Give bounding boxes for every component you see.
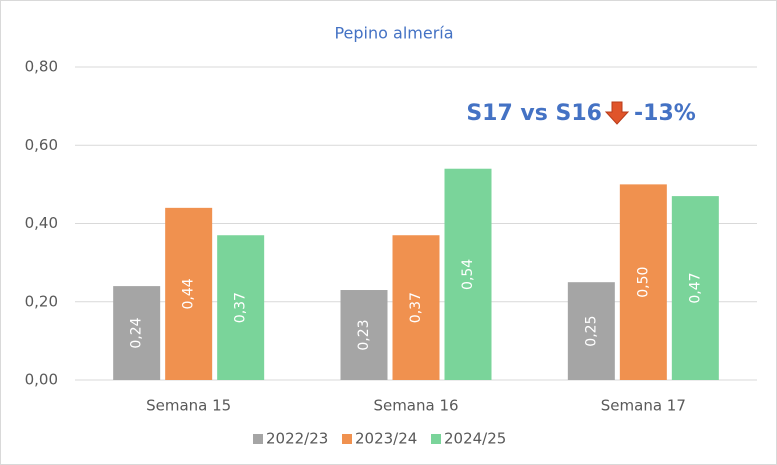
data-label: 0,37 [408, 292, 424, 323]
legend-swatch [431, 434, 441, 444]
bar [671, 196, 719, 380]
legend-swatch [342, 434, 352, 444]
data-label: 0,47 [687, 272, 703, 303]
bar [392, 235, 440, 380]
legend-label: 2024/25 [444, 430, 506, 448]
bar [340, 290, 388, 380]
x-tick-label: Semana 17 [601, 397, 686, 415]
data-label: 0,54 [460, 259, 476, 290]
bar [113, 286, 161, 380]
data-label: 0,24 [129, 317, 145, 348]
legend-label: 2023/24 [355, 430, 417, 448]
x-tick-label: Semana 15 [146, 397, 231, 415]
y-tick-label: 0,80 [25, 58, 58, 76]
y-tick-label: 0,60 [25, 136, 58, 154]
annotation: -13% [634, 101, 696, 126]
chart-title: Pepino almería [334, 24, 453, 43]
data-label: 0,23 [356, 319, 372, 350]
x-tick-label: Semana 16 [373, 397, 458, 415]
legend-label: 2022/23 [266, 430, 328, 448]
data-label: 0,25 [583, 316, 599, 347]
down-arrow-icon [604, 101, 630, 125]
bar [165, 207, 213, 380]
data-label: 0,44 [181, 278, 197, 309]
annotation: S17 vs S16 [466, 101, 602, 126]
y-tick-label: 0,20 [25, 292, 58, 310]
y-tick-label: 0,40 [25, 214, 58, 232]
bar [217, 235, 265, 380]
bar [444, 168, 492, 380]
data-label: 0,37 [233, 292, 249, 323]
legend-swatch [253, 434, 263, 444]
data-label: 0,50 [635, 267, 651, 298]
y-tick-label: 0,00 [25, 371, 58, 389]
bar [567, 282, 615, 380]
bar [619, 184, 667, 380]
